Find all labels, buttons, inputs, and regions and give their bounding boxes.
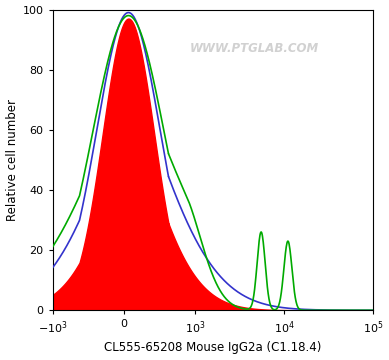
Text: WWW.PTGLAB.COM: WWW.PTGLAB.COM [190, 42, 319, 55]
X-axis label: CL555-65208 Mouse IgG2a (C1.18.4): CL555-65208 Mouse IgG2a (C1.18.4) [104, 341, 322, 355]
Y-axis label: Relative cell number: Relative cell number [5, 99, 19, 221]
